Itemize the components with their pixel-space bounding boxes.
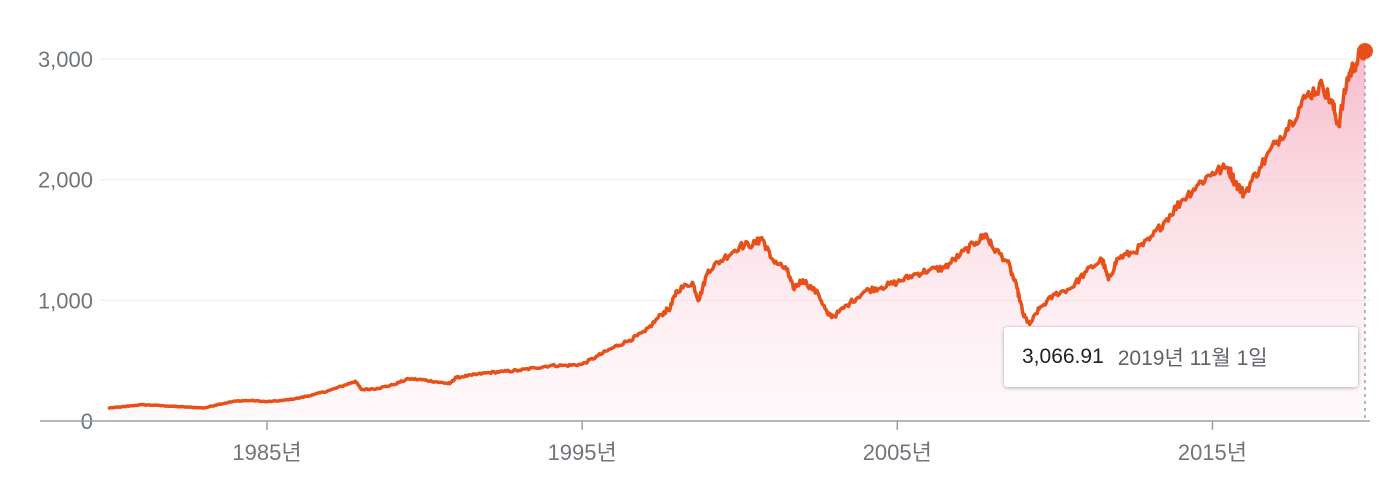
y-tick-label: 2,000 <box>38 168 93 193</box>
x-tick-label: 1985년 <box>232 440 301 465</box>
tooltip-date: 2019년 11월 1일 <box>1117 347 1268 370</box>
x-axis-ticks: 1985년 1995년 2005년 2015년 <box>232 421 1247 465</box>
tooltip-value: 3,066.91 <box>1022 345 1104 368</box>
y-tick-label: 1,000 <box>38 288 93 313</box>
hover-tooltip: 3,066.91 2019년 11월 1일 <box>1004 327 1358 387</box>
series-line <box>107 47 1367 410</box>
x-tick-label: 1995년 <box>548 440 617 465</box>
x-tick-label: 2015년 <box>1178 440 1247 465</box>
latest-point-marker[interactable] <box>1356 43 1373 59</box>
y-tick-label: 3,000 <box>38 47 93 72</box>
x-tick-label: 2005년 <box>863 440 932 465</box>
